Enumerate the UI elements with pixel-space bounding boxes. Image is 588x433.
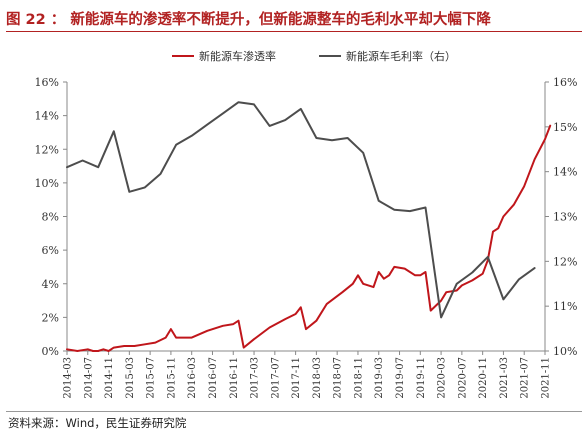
x-tick-label: 2020-03 [437, 357, 448, 399]
x-tick-label: 2018-07 [333, 357, 344, 399]
right-tick-label: 11% [553, 300, 577, 313]
right-tick-label: 10% [553, 345, 577, 358]
left-tick-label: 4% [42, 278, 59, 291]
series-lines [66, 101, 552, 352]
right-tick-label: 12% [553, 255, 577, 268]
x-tick-label: 2019-07 [395, 357, 406, 399]
x-tick-label: 2014-03 [63, 357, 74, 399]
x-tick-label: 2021-03 [499, 357, 510, 399]
x-tick-label: 2016-07 [208, 357, 219, 399]
x-tick-label: 2019-03 [374, 357, 385, 399]
right-tick-label: 13% [553, 211, 577, 224]
right-tick-label: 16% [553, 76, 577, 89]
left-tick-label: 8% [42, 211, 59, 224]
left-tick-label: 6% [42, 244, 59, 257]
left-tick-label: 16% [35, 76, 59, 89]
x-tick-label: 2017-11 [291, 357, 302, 399]
x-tick-label: 2018-11 [353, 357, 364, 399]
right-tick-label: 14% [553, 166, 577, 179]
x-tick-label: 2017-03 [250, 357, 261, 399]
x-tick-label: 2020-11 [478, 357, 489, 399]
left-tick-label: 0% [42, 345, 59, 358]
x-tick-label: 2017-07 [270, 357, 281, 399]
x-tick-label: 2016-11 [229, 357, 240, 399]
x-tick-label: 2019-11 [416, 357, 427, 399]
legend: 新能源车渗透率 新能源车毛利率（右） [172, 49, 456, 63]
series-line-gross-margin [66, 101, 536, 319]
x-tick-label: 2015-07 [146, 357, 157, 399]
legend-label: 新能源车毛利率（右） [346, 49, 456, 63]
left-tick-label: 14% [35, 110, 59, 123]
footer-rule [6, 411, 582, 412]
right-tick-label: 15% [553, 121, 577, 134]
legend-label: 新能源车渗透率 [199, 49, 276, 63]
x-tick-label: 2018-03 [312, 357, 323, 399]
x-tick-label: 2016-03 [187, 357, 198, 399]
left-tick-label: 2% [42, 311, 59, 324]
x-tick-label: 2014-11 [104, 357, 115, 399]
x-tick-label: 2014-07 [83, 357, 94, 399]
source-note: 资料来源：Wind，民生证券研究院 [8, 416, 187, 430]
axes: 0% 2% 4% 6% 8% 10% 12% 14% 16% 10% 11% 12% 13% 14% 15%… [35, 76, 578, 399]
series-line-penetration [66, 124, 552, 352]
left-tick-label: 10% [35, 177, 59, 190]
x-tick-label: 2021-07 [520, 357, 531, 399]
x-tick-label: 2021-11 [541, 357, 552, 399]
x-tick-label: 2015-03 [125, 357, 136, 399]
left-tick-label: 12% [35, 143, 59, 156]
figure-title: 图 22 ： 新能源车的渗透率不断提升，但新能源整车的毛利水平却大幅下降 [6, 12, 491, 28]
x-tick-label: 2020-07 [457, 357, 468, 399]
title-rule [6, 31, 582, 32]
x-tick-label: 2015-11 [166, 357, 177, 399]
